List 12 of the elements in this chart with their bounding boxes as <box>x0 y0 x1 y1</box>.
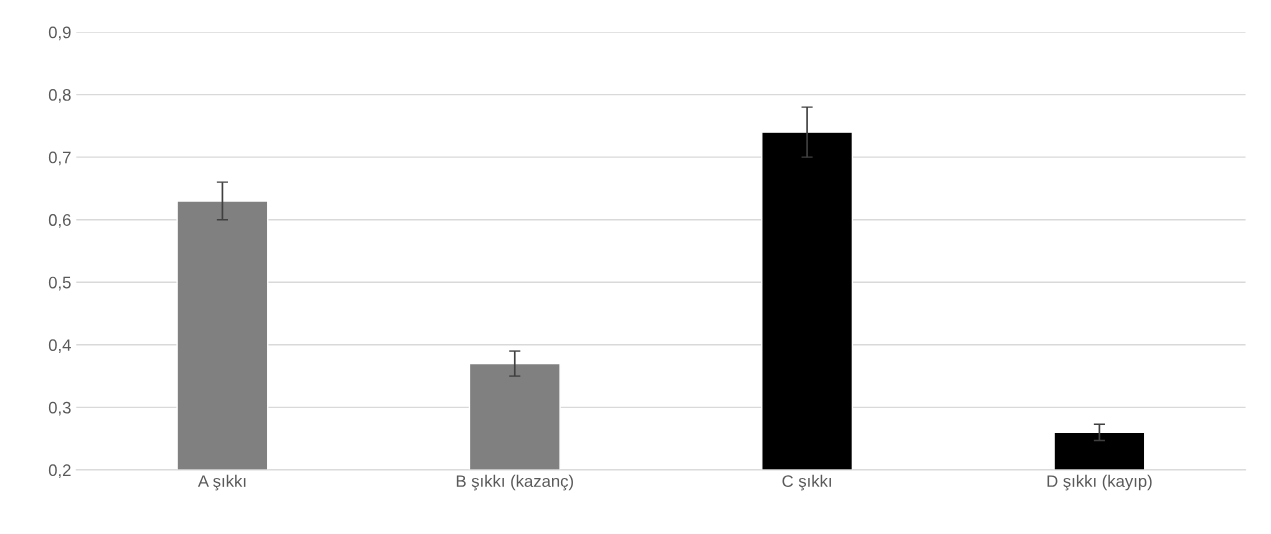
x-tick-label: C şıkkı <box>782 474 831 491</box>
y-tick-label: 0,5 <box>48 276 71 291</box>
y-tick-label: 0,4 <box>48 339 71 353</box>
y-tick-label: 0,9 <box>48 26 71 41</box>
x-tick-label: B şıkkı (kazanç) <box>456 474 573 491</box>
y-tick-label: 0,7 <box>48 151 71 166</box>
y-tick-label: 0,3 <box>48 401 71 416</box>
y-tick-label: 0,2 <box>48 464 71 479</box>
x-tick-label: D şıkkı (kayıp) <box>1047 474 1152 491</box>
y-tick-label: 0,6 <box>48 214 71 228</box>
y-tick-label: 0,8 <box>48 89 71 103</box>
x-tick-label: A şıkkı <box>197 474 246 491</box>
